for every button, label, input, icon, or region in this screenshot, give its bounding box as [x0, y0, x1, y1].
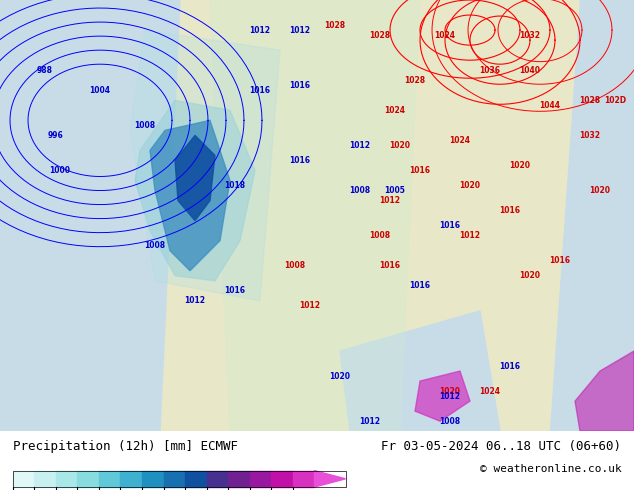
Bar [13, 470, 34, 487]
Polygon shape [340, 311, 500, 431]
Text: 1012: 1012 [250, 25, 271, 35]
Text: 1012: 1012 [349, 141, 370, 150]
Bar [77, 470, 99, 487]
Bar [250, 470, 271, 487]
Text: 1016: 1016 [290, 156, 311, 165]
Text: Precipitation (12h) [mm] ECMWF: Precipitation (12h) [mm] ECMWF [13, 440, 238, 453]
Bar [228, 470, 250, 487]
Text: 1020: 1020 [590, 186, 611, 195]
Text: 988: 988 [37, 66, 53, 74]
Text: 1000: 1000 [49, 166, 70, 175]
Polygon shape [135, 100, 255, 281]
Bar [56, 470, 77, 487]
Text: 1024: 1024 [479, 387, 500, 395]
Text: 1032: 1032 [579, 131, 600, 140]
Text: 1028: 1028 [325, 21, 346, 29]
Bar [120, 470, 142, 487]
Bar [207, 470, 228, 487]
Text: 1008: 1008 [134, 121, 155, 130]
Text: 1004: 1004 [89, 86, 110, 95]
Text: 1012: 1012 [380, 196, 401, 205]
Polygon shape [550, 0, 634, 431]
Text: 1024: 1024 [434, 30, 455, 40]
Text: 1024: 1024 [384, 106, 406, 115]
Text: 1032: 1032 [519, 30, 541, 40]
Text: 1008: 1008 [145, 241, 165, 250]
Text: Fr 03-05-2024 06..18 UTC (06+60): Fr 03-05-2024 06..18 UTC (06+60) [381, 440, 621, 453]
Polygon shape [210, 0, 420, 431]
Polygon shape [150, 121, 230, 271]
Text: 1018: 1018 [224, 181, 245, 190]
Text: 1016: 1016 [290, 81, 311, 90]
Text: 1008: 1008 [370, 231, 391, 240]
Text: 1012: 1012 [460, 231, 481, 240]
Polygon shape [314, 470, 346, 487]
Text: 1024: 1024 [450, 136, 470, 145]
Text: 1008: 1008 [285, 261, 306, 270]
Text: 1016: 1016 [550, 256, 571, 265]
Polygon shape [415, 371, 470, 421]
Text: 1012: 1012 [359, 416, 380, 426]
Text: 1044: 1044 [540, 101, 560, 110]
Text: © weatheronline.co.uk: © weatheronline.co.uk [479, 465, 621, 474]
Text: 102D: 102D [604, 96, 626, 105]
Bar [293, 470, 314, 487]
Text: 1008: 1008 [349, 186, 370, 195]
Polygon shape [0, 0, 180, 431]
Text: 1028: 1028 [579, 96, 600, 105]
Bar [142, 470, 164, 487]
Polygon shape [130, 30, 280, 301]
Bar [185, 470, 207, 487]
Text: 1040: 1040 [519, 66, 541, 74]
Bar [164, 470, 185, 487]
Text: 1012: 1012 [439, 392, 460, 401]
Text: 1016: 1016 [380, 261, 401, 270]
Text: 1016: 1016 [224, 286, 245, 295]
Text: 1016: 1016 [250, 86, 271, 95]
Text: 1020: 1020 [460, 181, 481, 190]
Text: 1036: 1036 [479, 66, 500, 74]
Bar [34, 470, 56, 487]
Text: 1012: 1012 [184, 296, 205, 305]
Text: 1020: 1020 [519, 271, 541, 280]
Polygon shape [175, 135, 215, 220]
Text: 1020: 1020 [439, 387, 460, 395]
Text: 1016: 1016 [410, 166, 430, 175]
Bar [99, 470, 120, 487]
Text: 1016: 1016 [500, 362, 521, 370]
Text: 1016: 1016 [500, 206, 521, 215]
Text: 1020: 1020 [389, 141, 410, 150]
Text: 1008: 1008 [439, 416, 460, 426]
Text: 1020: 1020 [510, 161, 531, 170]
Text: 996: 996 [47, 131, 63, 140]
Text: 1020: 1020 [330, 371, 351, 381]
Text: 1028: 1028 [370, 30, 391, 40]
Polygon shape [575, 351, 634, 431]
Text: 1016: 1016 [439, 221, 460, 230]
Text: 1005: 1005 [385, 186, 405, 195]
Text: 1016: 1016 [410, 281, 430, 290]
Text: 1028: 1028 [404, 76, 425, 85]
Text: 1012: 1012 [299, 301, 321, 310]
Bar [271, 470, 293, 487]
Text: 1012: 1012 [290, 25, 311, 35]
